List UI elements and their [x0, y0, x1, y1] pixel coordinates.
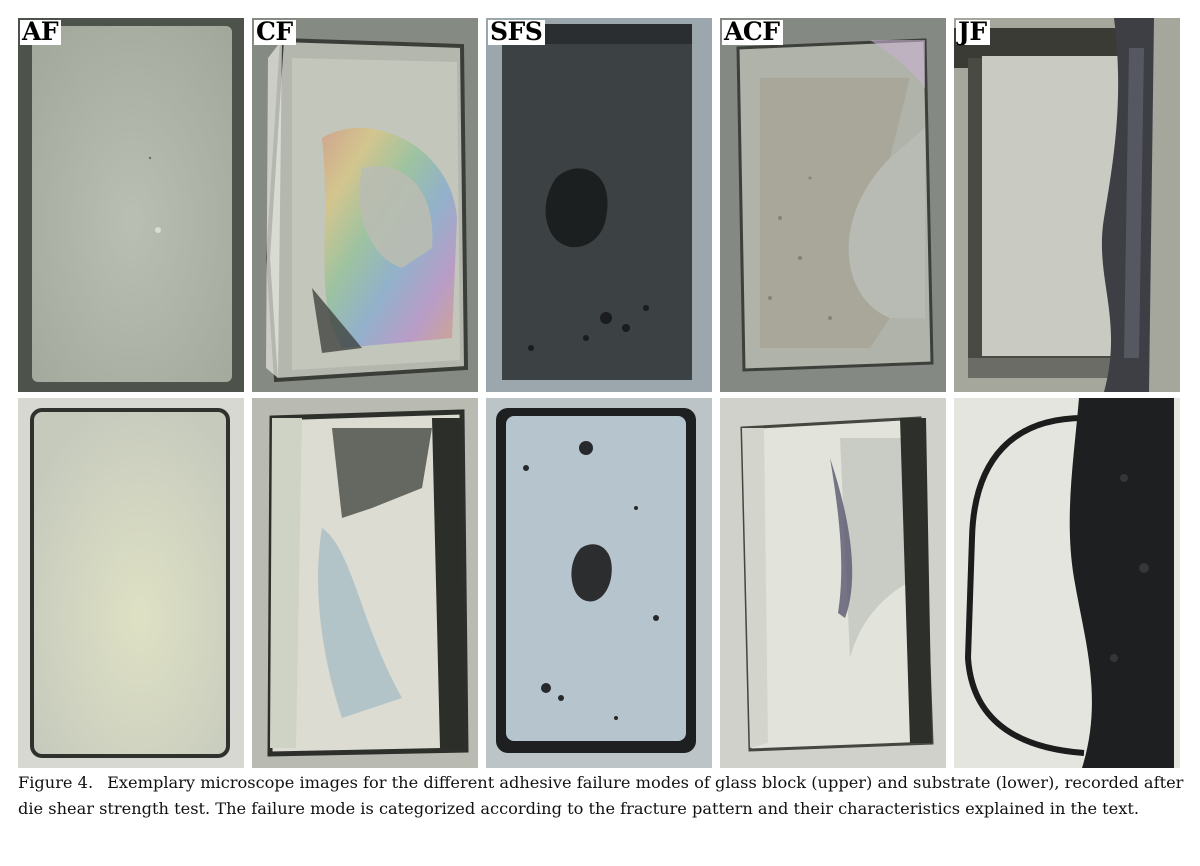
image-af-glass-block: AF	[18, 18, 244, 392]
image-jf-glass-block: JF	[954, 18, 1180, 392]
figure-caption: Figure 4. Exemplary microscope images for…	[18, 770, 1184, 822]
image-jf-substrate	[954, 398, 1180, 768]
image-af-substrate	[18, 398, 244, 768]
label-sfs: SFS	[488, 19, 546, 45]
label-jf: JF	[956, 19, 990, 45]
label-af: AF	[20, 19, 62, 45]
figure-caption-label: Figure 4.	[18, 773, 94, 792]
image-acf-glass-block: ACF	[720, 18, 946, 392]
image-sfs-substrate	[486, 398, 712, 768]
image-cf-glass-block: CF	[252, 18, 478, 392]
figure-caption-text: Exemplary microscope images for the diff…	[18, 773, 1184, 818]
label-cf: CF	[254, 19, 296, 45]
image-sfs-glass-block: SFS	[486, 18, 712, 392]
label-acf: ACF	[722, 19, 783, 45]
image-cf-substrate	[252, 398, 478, 768]
image-acf-substrate	[720, 398, 946, 768]
